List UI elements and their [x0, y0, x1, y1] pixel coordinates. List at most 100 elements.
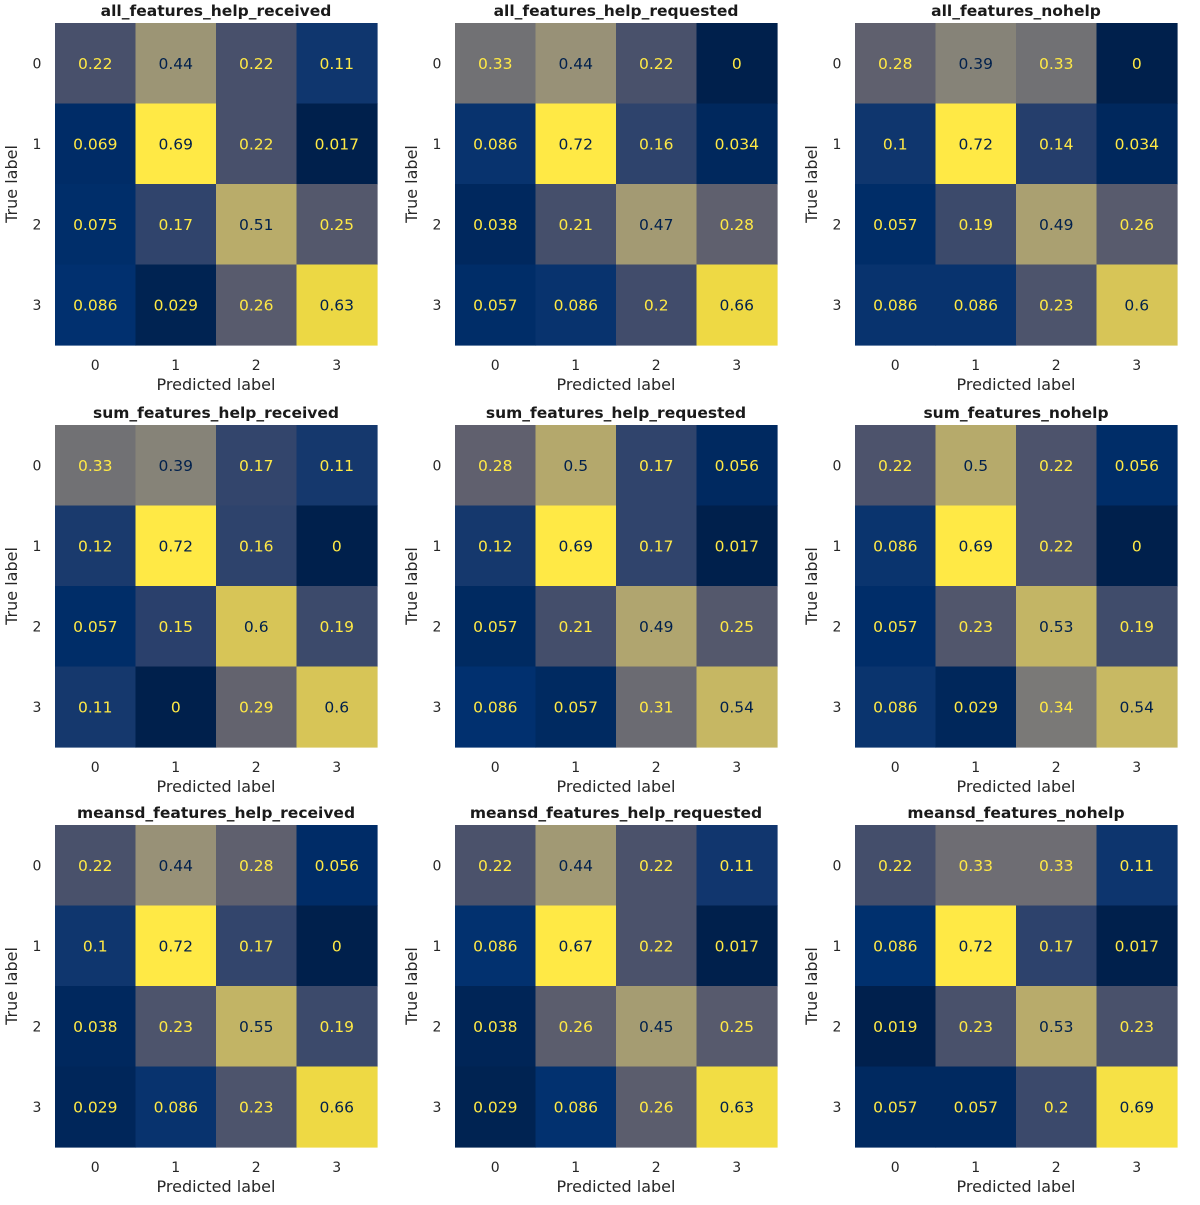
cell-value-label: 0.23	[1039, 296, 1074, 314]
heatmap-cell	[1016, 505, 1098, 587]
y-axis-label: True label	[402, 947, 421, 1026]
heatmap-cell	[455, 23, 537, 105]
x-tick-label: 0	[91, 760, 100, 776]
cell-value-label: 0.22	[1039, 457, 1074, 475]
heatmap-cell	[1096, 825, 1178, 907]
heatmap-cell	[296, 825, 378, 907]
heatmap-cell	[1096, 264, 1178, 346]
heatmap-cell	[216, 825, 298, 907]
cell-value-label: 0.72	[158, 937, 193, 955]
x-axis-label: Predicted label	[157, 777, 276, 796]
heatmap-cell	[935, 825, 1017, 907]
x-tick-label: 3	[732, 760, 741, 776]
x-tick-label: 3	[332, 1160, 341, 1176]
cell-value-label: 0.55	[239, 1018, 274, 1036]
heatmap-cell	[455, 184, 537, 266]
heatmap-cell	[455, 986, 537, 1068]
heatmap-cell	[535, 666, 617, 748]
heatmap-cell	[535, 1066, 617, 1148]
y-tick-label: 1	[33, 539, 42, 555]
heatmap-cell	[296, 586, 378, 668]
heatmap-cell	[135, 505, 217, 587]
y-tick-label: 1	[833, 539, 842, 555]
heatmap-cell	[135, 264, 217, 346]
heatmap-cell	[55, 986, 137, 1068]
x-tick-label: 3	[1132, 760, 1141, 776]
cell-value-label: 0.51	[239, 216, 274, 234]
cell-value-label: 0.11	[78, 698, 113, 716]
y-tick-label: 0	[33, 56, 42, 72]
heatmap-cell	[296, 425, 378, 507]
y-tick-label: 3	[33, 1100, 42, 1116]
cell-value-label: 0.63	[719, 1098, 754, 1116]
heatmap-cell	[855, 184, 937, 266]
cell-value-label: 0.45	[639, 1018, 674, 1036]
heatmap-cell	[55, 505, 137, 587]
heatmap-cell	[216, 905, 298, 987]
y-tick-label: 1	[33, 137, 42, 153]
cell-value-label: 0.22	[78, 857, 113, 875]
panel-title: all_features_help_requested	[494, 2, 739, 20]
heatmap-cell	[616, 825, 698, 907]
heatmap-cell	[855, 23, 937, 105]
heatmap-cell	[616, 103, 698, 185]
heatmap-cell	[616, 184, 698, 266]
x-tick-label: 0	[91, 358, 100, 374]
x-axis-label: Predicted label	[157, 375, 276, 394]
heatmap-cell	[855, 825, 937, 907]
heatmap-cell	[55, 425, 137, 507]
cell-value-label: 0.22	[878, 857, 913, 875]
cell-value-label: 0.28	[239, 857, 274, 875]
cell-value-label: 0.2	[1044, 1098, 1069, 1116]
x-axis-label: Predicted label	[557, 375, 676, 394]
y-axis-label: True label	[402, 145, 421, 224]
heatmap-cell	[935, 586, 1017, 668]
heatmap-cell	[55, 825, 137, 907]
panel-sum-features-help-requested: sum_features_help_requested 0.28 0.5 0.17 0.…	[402, 404, 778, 796]
cell-value-label: 0.038	[473, 216, 517, 234]
heatmap-cell	[216, 103, 298, 185]
cell-value-label: 0.67	[558, 937, 593, 955]
heatmap-cell	[696, 23, 778, 105]
heatmap-cell	[935, 505, 1017, 587]
cell-value-label: 0.66	[319, 1098, 354, 1116]
y-tick-label: 3	[833, 700, 842, 716]
panel-title: all_features_help_received	[101, 2, 332, 20]
cell-value-label: 0.6	[1124, 296, 1149, 314]
cell-value-label: 0.11	[1119, 857, 1154, 875]
heatmap-cell	[216, 666, 298, 748]
x-axis-label: Predicted label	[957, 375, 1076, 394]
heatmap-cell	[296, 264, 378, 346]
heatmap-cell	[55, 666, 137, 748]
x-tick-label: 3	[732, 358, 741, 374]
cell-value-label: 0.2	[644, 296, 669, 314]
y-tick-label: 2	[33, 619, 42, 635]
cell-value-label: 0.086	[954, 296, 998, 314]
cell-value-label: 0.31	[639, 698, 674, 716]
x-tick-label: 2	[652, 358, 661, 374]
cell-value-label: 0.11	[719, 857, 754, 875]
cell-value-label: 0.72	[958, 135, 993, 153]
heatmap-cell	[616, 1066, 698, 1148]
heatmap-cell	[1096, 425, 1178, 507]
heatmap-cell	[696, 586, 778, 668]
y-axis-label: True label	[2, 547, 21, 626]
panel-title: meansd_features_help_received	[77, 804, 355, 822]
x-tick-label: 3	[332, 358, 341, 374]
cell-value-label: 0.33	[958, 857, 993, 875]
heatmap-cell	[535, 103, 617, 185]
cell-value-label: 0.53	[1039, 1018, 1074, 1036]
heatmap-cell	[1016, 825, 1098, 907]
cell-value-label: 0.39	[958, 55, 993, 73]
heatmap-cell	[855, 666, 937, 748]
cell-value-label: 0.22	[478, 857, 513, 875]
heatmap-cell	[535, 905, 617, 987]
cell-value-label: 0.056	[1115, 457, 1159, 475]
cell-value-label: 0.086	[473, 937, 517, 955]
y-tick-label: 3	[433, 1100, 442, 1116]
cell-value-label: 0.038	[473, 1018, 517, 1036]
cell-value-label: 0.25	[719, 1018, 754, 1036]
cell-value-label: 0.28	[719, 216, 754, 234]
heatmap-cell	[1096, 986, 1178, 1068]
